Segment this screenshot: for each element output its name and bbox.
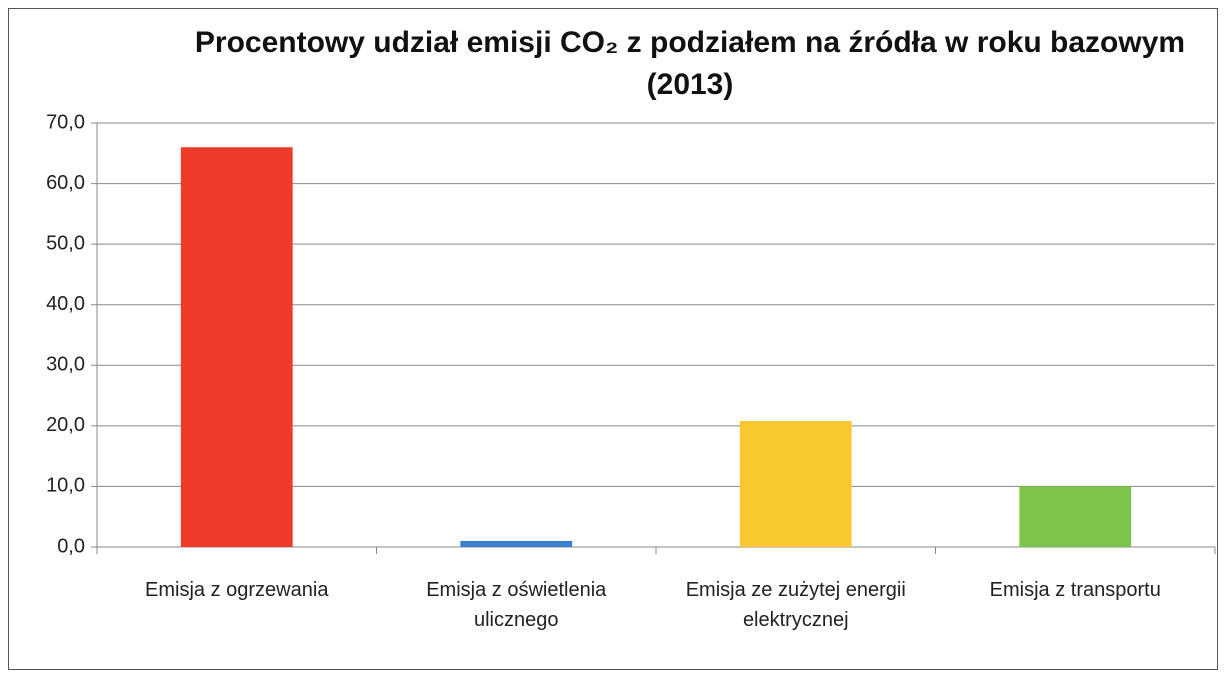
y-tick-label: 40,0 xyxy=(46,293,85,315)
chart-frame xyxy=(8,8,1218,670)
y-tick-label: 50,0 xyxy=(46,232,85,254)
bar xyxy=(180,147,293,547)
y-tick-label: 10,0 xyxy=(46,475,85,497)
x-tick-label: Emisja z oświetlenia ulicznego xyxy=(426,579,607,631)
y-tick-label: 0,0 xyxy=(57,535,85,557)
y-tick-label: 60,0 xyxy=(46,172,85,194)
y-tick-label: 30,0 xyxy=(46,354,85,376)
chart-title: Procentowy udział emisji CO₂ z podziałem… xyxy=(194,26,1186,101)
bar xyxy=(1019,486,1132,547)
x-tick-label: Emisja ze zużytej energii elektrycznej xyxy=(685,579,906,631)
bar xyxy=(460,540,573,547)
x-tick-label: Emisja z transportu xyxy=(989,579,1161,601)
bar xyxy=(739,421,852,547)
x-tick-label: Emisja z ogrzewania xyxy=(145,579,329,601)
y-tick-label: 20,0 xyxy=(46,414,85,436)
y-tick-label: 70,0 xyxy=(46,111,85,133)
